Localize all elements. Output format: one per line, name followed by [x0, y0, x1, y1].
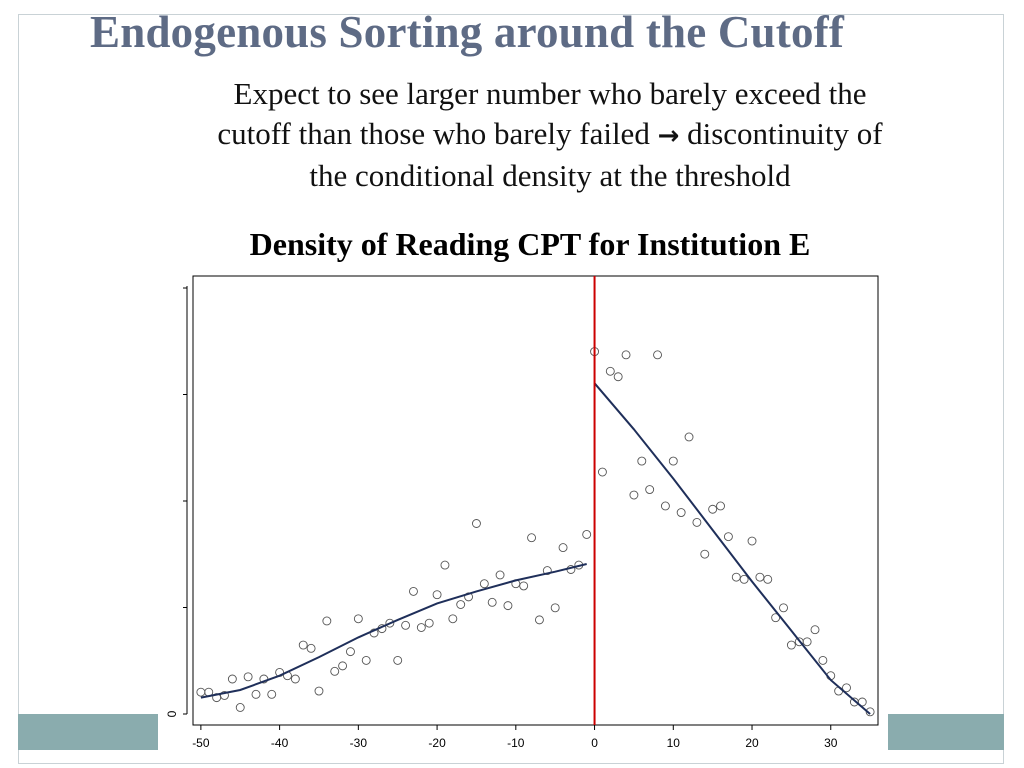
- data-point: [409, 586, 418, 596]
- arrow-icon: →: [657, 121, 680, 151]
- data-point: [613, 372, 623, 382]
- slide-title: Endogenous Sorting around the Cutoff: [90, 7, 845, 57]
- data-point: [542, 566, 552, 576]
- data-point: [440, 560, 450, 570]
- data-point: [645, 485, 655, 494]
- data-point: [235, 703, 245, 712]
- data-point: [346, 647, 355, 657]
- data-point: [495, 570, 505, 580]
- data-point: [818, 655, 828, 665]
- data-point: [527, 533, 537, 543]
- data-point: [605, 366, 615, 376]
- x-tick-label: 30: [824, 736, 838, 750]
- data-point: [432, 590, 442, 600]
- x-tick-label: -20: [428, 736, 446, 750]
- data-point: [676, 508, 686, 517]
- data-point: [456, 600, 466, 609]
- subtitle-line-2-tail: discontinuity of: [687, 116, 883, 151]
- data-point: [290, 674, 300, 684]
- y-axis-ticks: 0: [165, 287, 187, 717]
- data-point: [393, 655, 403, 665]
- data-point: [621, 350, 631, 360]
- data-point: [637, 456, 647, 466]
- data-point: [448, 614, 458, 624]
- x-tick-label: 20: [745, 736, 759, 750]
- data-point: [267, 689, 277, 699]
- x-tick-label: -40: [271, 736, 289, 750]
- x-tick-label: -10: [507, 736, 525, 750]
- data-point: [338, 661, 348, 671]
- data-point: [723, 532, 733, 542]
- subtitle-line-1: Expect to see larger number who barely e…: [233, 76, 867, 111]
- data-point: [582, 529, 592, 539]
- data-point: [361, 655, 371, 665]
- data-point: [653, 350, 662, 360]
- subtitle-line-2: cutoff than those who barely failed → di…: [95, 114, 1005, 156]
- data-point: [842, 683, 851, 693]
- data-point: [668, 456, 678, 466]
- data-point: [684, 432, 694, 442]
- x-tick-label: 0: [591, 736, 598, 750]
- data-point: [424, 618, 434, 628]
- data-point: [700, 549, 710, 559]
- data-point: [763, 574, 773, 584]
- data-point: [739, 574, 749, 584]
- data-point: [487, 597, 497, 607]
- data-point: [479, 579, 489, 589]
- data-point: [660, 501, 670, 511]
- data-point: [306, 643, 316, 653]
- data-point: [243, 672, 253, 682]
- y-tick-label: 0: [165, 710, 179, 717]
- data-point: [550, 603, 560, 613]
- data-point: [227, 674, 237, 684]
- data-point: [558, 543, 568, 553]
- x-axis-ticks: -50 -40 -30 -20 -10 0 10 20 30: [192, 725, 838, 750]
- data-point: [534, 615, 544, 625]
- data-point: [810, 625, 820, 635]
- data-point: [692, 517, 702, 527]
- chart-title: Density of Reading CPT for Institution E: [249, 226, 811, 262]
- data-point: [353, 614, 363, 624]
- footer-band-left: [18, 714, 158, 750]
- data-point: [385, 618, 395, 628]
- data-point: [779, 603, 788, 613]
- data-point: [802, 637, 812, 647]
- data-point: [322, 616, 332, 626]
- fit-line-right: [593, 382, 871, 715]
- x-tick-label: -50: [192, 736, 210, 750]
- data-point: [629, 490, 639, 500]
- data-point: [597, 467, 607, 477]
- data-point: [519, 581, 529, 591]
- data-point: [330, 666, 340, 676]
- data-point: [416, 623, 426, 632]
- data-point: [747, 536, 757, 546]
- subtitle-line-2-text: cutoff than those who barely failed: [217, 116, 650, 151]
- data-point: [251, 689, 261, 699]
- data-point: [716, 501, 725, 511]
- fit-line-left: [200, 563, 587, 699]
- data-point: [503, 601, 513, 611]
- slide-frame: [18, 14, 1004, 764]
- scatter-points: [196, 347, 875, 717]
- data-point: [786, 640, 796, 650]
- data-point: [471, 519, 481, 528]
- data-point: [708, 504, 718, 514]
- x-tick-label: 10: [667, 736, 681, 750]
- data-point: [298, 640, 308, 650]
- data-point: [220, 690, 229, 700]
- plot-area-frame: [192, 275, 879, 726]
- data-point: [314, 686, 324, 696]
- slide-subtitle: Expect to see larger number who barely e…: [95, 74, 1005, 196]
- subtitle-line-3: the conditional density at the threshold: [309, 158, 791, 193]
- x-tick-label: -30: [350, 736, 368, 750]
- data-point: [401, 620, 411, 630]
- footer-band-right: [888, 714, 1004, 750]
